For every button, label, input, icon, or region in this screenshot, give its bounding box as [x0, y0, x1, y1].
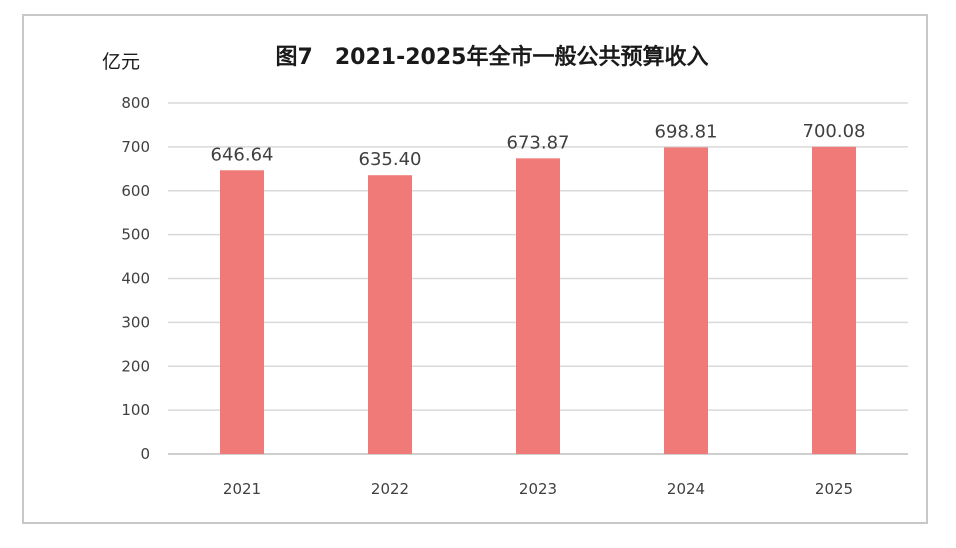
y-tick-label: 400 [121, 270, 150, 288]
bar-2021 [220, 170, 264, 455]
x-tick-label-2024: 2024 [667, 480, 705, 498]
data-label-2024: 698.81 [655, 121, 718, 142]
y-tick-label: 0 [140, 445, 150, 463]
y-tick-label: 200 [121, 357, 150, 375]
chart-frame: 图7 2021-2025年全市一般公共预算收入 亿元 0 100 200 300 400… [22, 14, 928, 524]
y-tick-label: 600 [121, 182, 150, 200]
bar-2025 [812, 146, 856, 454]
x-tick-label-2022: 2022 [371, 480, 409, 498]
data-label-2023: 673.87 [507, 132, 570, 153]
bar-chart: 图7 2021-2025年全市一般公共预算收入 亿元 0 100 200 300 400… [102, 44, 908, 498]
bar-2024 [664, 147, 708, 455]
bar-2023 [516, 158, 560, 454]
data-label-2022: 635.40 [359, 149, 422, 170]
y-axis-ticks: 0 100 200 300 400 500 600 700 800 [121, 94, 150, 463]
bar-2022 [368, 175, 412, 454]
x-tick-label-2025: 2025 [815, 480, 853, 498]
y-tick-label: 800 [121, 94, 150, 112]
x-axis-ticks: 2021 2022 2023 2024 2025 [223, 480, 853, 498]
data-labels: 646.64 635.40 673.87 698.81 700.08 [211, 121, 866, 170]
y-tick-label: 700 [121, 138, 150, 156]
x-tick-label-2023: 2023 [519, 480, 557, 498]
bars [220, 146, 856, 455]
y-axis-unit-label: 亿元 [102, 51, 140, 73]
chart-title: 图7 2021-2025年全市一般公共预算收入 [276, 44, 709, 70]
data-label-2025: 700.08 [803, 121, 866, 142]
data-label-2021: 646.64 [211, 144, 274, 165]
y-tick-label: 300 [121, 313, 150, 331]
x-tick-label-2021: 2021 [223, 480, 261, 498]
y-tick-label: 500 [121, 226, 150, 244]
y-tick-label: 100 [121, 401, 150, 419]
